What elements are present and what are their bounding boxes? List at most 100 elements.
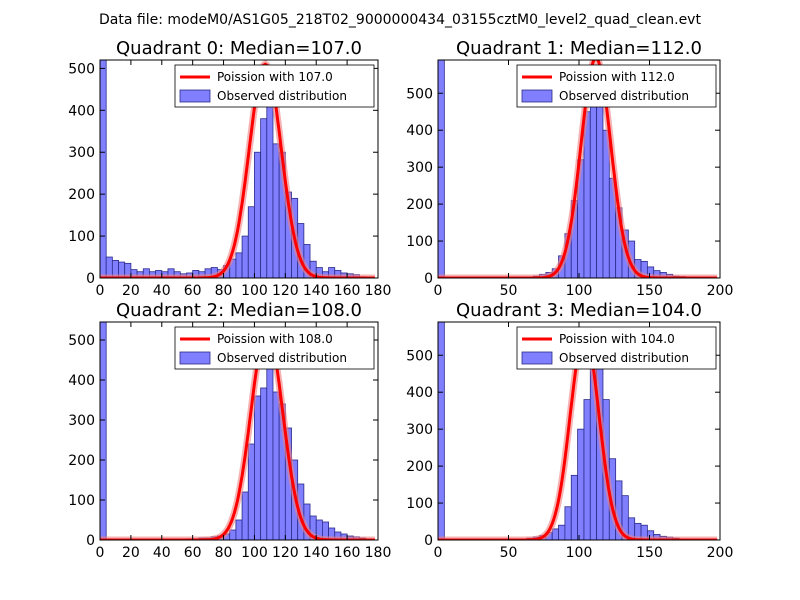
histogram-bar — [235, 519, 243, 540]
y-tick-label: 0 — [424, 271, 433, 287]
histogram-bar — [247, 443, 255, 540]
y-tick-label: 0 — [86, 533, 95, 549]
histogram-bar — [438, 60, 445, 278]
histogram-bar — [254, 395, 262, 540]
x-tick-label: 120 — [272, 283, 299, 299]
y-tick-label: 500 — [68, 61, 95, 77]
legend-label-observed: Observed distribution — [217, 89, 347, 103]
x-tick-label: 150 — [636, 283, 663, 299]
y-tick-label: 300 — [406, 422, 433, 438]
x-tick-label: 80 — [215, 545, 233, 561]
x-tick-label: 180 — [365, 283, 392, 299]
x-tick-label: 80 — [215, 283, 233, 299]
y-tick-label: 400 — [68, 103, 95, 119]
x-tick-label: 200 — [707, 283, 734, 299]
histogram-bar — [100, 322, 107, 540]
histogram-bar — [100, 60, 107, 278]
histogram-bar — [564, 506, 572, 540]
y-tick-label: 400 — [406, 385, 433, 401]
y-tick-label: 200 — [68, 187, 95, 203]
x-tick-label: 140 — [303, 283, 330, 299]
legend-bar-swatch — [179, 351, 211, 365]
plot-area — [438, 60, 720, 278]
y-tick-label: 100 — [406, 234, 433, 250]
legend: Poission with 112.0 Observed distribution — [516, 64, 717, 108]
y-tick-label: 500 — [406, 86, 433, 102]
y-tick-label: 300 — [68, 413, 95, 429]
histogram-bar — [577, 428, 585, 540]
legend-label-poisson: Poission with 112.0 — [559, 70, 675, 84]
histogram-bar — [266, 339, 274, 540]
y-tick-label: 0 — [86, 271, 95, 287]
y-tick-label: 500 — [68, 333, 95, 349]
x-tick-label: 180 — [365, 545, 392, 561]
legend-bar-swatch — [521, 351, 553, 365]
x-tick-label: 100 — [566, 545, 593, 561]
legend-bar-swatch — [521, 89, 553, 103]
histogram-bar — [241, 491, 249, 540]
legend-label-poisson: Poission with 108.0 — [217, 332, 333, 346]
subplot-title: Quadrant 2: Median=108.0 — [116, 300, 362, 321]
histogram-bar — [558, 524, 566, 540]
x-tick-label: 20 — [122, 283, 140, 299]
axes-frame — [99, 59, 379, 279]
legend-label-observed: Observed distribution — [559, 351, 689, 365]
histogram-bar — [247, 206, 255, 278]
y-tick-label: 400 — [406, 123, 433, 139]
histogram-bar — [551, 528, 559, 540]
legend-label-poisson: Poission with 107.0 — [217, 70, 333, 84]
y-tick-label: 500 — [406, 348, 433, 364]
y-tick-label: 200 — [406, 459, 433, 475]
x-tick-label: 160 — [334, 283, 361, 299]
legend-bar-swatch — [179, 89, 211, 103]
y-tick-label: 300 — [406, 160, 433, 176]
legend-label-poisson: Poission with 104.0 — [559, 332, 675, 346]
x-tick-label: 0 — [434, 283, 443, 299]
histogram-bar — [272, 391, 280, 540]
histogram-bar — [266, 105, 274, 278]
x-tick-label: 0 — [96, 545, 105, 561]
x-tick-label: 160 — [334, 545, 361, 561]
x-tick-label: 100 — [241, 545, 268, 561]
figure-suptitle: Data file: modeM0/AS1G05_218T02_90000004… — [99, 12, 701, 28]
histogram-bar — [254, 151, 262, 278]
y-tick-label: 300 — [68, 145, 95, 161]
x-tick-label: 100 — [566, 283, 593, 299]
poisson-curve — [438, 60, 718, 278]
legend: Poission with 104.0 Observed distribution — [516, 326, 717, 370]
y-tick-label: 400 — [68, 373, 95, 389]
subplot-title: Quadrant 3: Median=104.0 — [456, 300, 702, 321]
subplot-title: Quadrant 0: Median=107.0 — [116, 38, 362, 59]
x-tick-label: 120 — [272, 545, 299, 561]
histogram-bar — [583, 399, 591, 540]
x-tick-label: 0 — [96, 283, 105, 299]
histogram-bar — [570, 474, 578, 540]
x-tick-label: 40 — [153, 283, 171, 299]
subplot-quadrant-1: Quadrant 1: Median=112.0 0 50 100 150 200 0 100… — [406, 38, 733, 299]
y-tick-label: 200 — [406, 197, 433, 213]
histogram-bar — [229, 529, 237, 540]
subplots: Quadrant 0: Median=107.00 20 40 60 80 100 120 1… — [68, 38, 733, 561]
histogram-bar — [438, 322, 445, 540]
x-tick-label: 50 — [500, 283, 518, 299]
subplot-title: Quadrant 1: Median=112.0 — [456, 38, 702, 59]
x-tick-label: 20 — [122, 545, 140, 561]
x-tick-label: 60 — [184, 545, 202, 561]
histogram-bar — [241, 235, 249, 278]
x-tick-label: 140 — [303, 545, 330, 561]
histogram-bar — [272, 143, 280, 278]
x-tick-label: 150 — [636, 545, 663, 561]
subplot-quadrant-3: Quadrant 3: Median=104.0 0 50 100 150 200 0 100… — [406, 300, 733, 561]
y-tick-label: 100 — [68, 229, 95, 245]
histogram-bar — [260, 118, 268, 278]
x-tick-label: 60 — [184, 283, 202, 299]
x-tick-label: 40 — [153, 545, 171, 561]
legend-label-observed: Observed distribution — [559, 89, 689, 103]
legend: Poission with 108.0 Observed distribution — [174, 326, 375, 370]
x-tick-label: 0 — [434, 545, 443, 561]
subplot-quadrant-2: Quadrant 2: Median=108.00 20 40 60 80 100 120 1… — [68, 300, 391, 561]
y-tick-label: 100 — [68, 493, 95, 509]
subplot-quadrant-0: Quadrant 0: Median=107.00 20 40 60 80 100 120 1… — [68, 38, 391, 299]
legend-label-observed: Observed distribution — [217, 351, 347, 365]
